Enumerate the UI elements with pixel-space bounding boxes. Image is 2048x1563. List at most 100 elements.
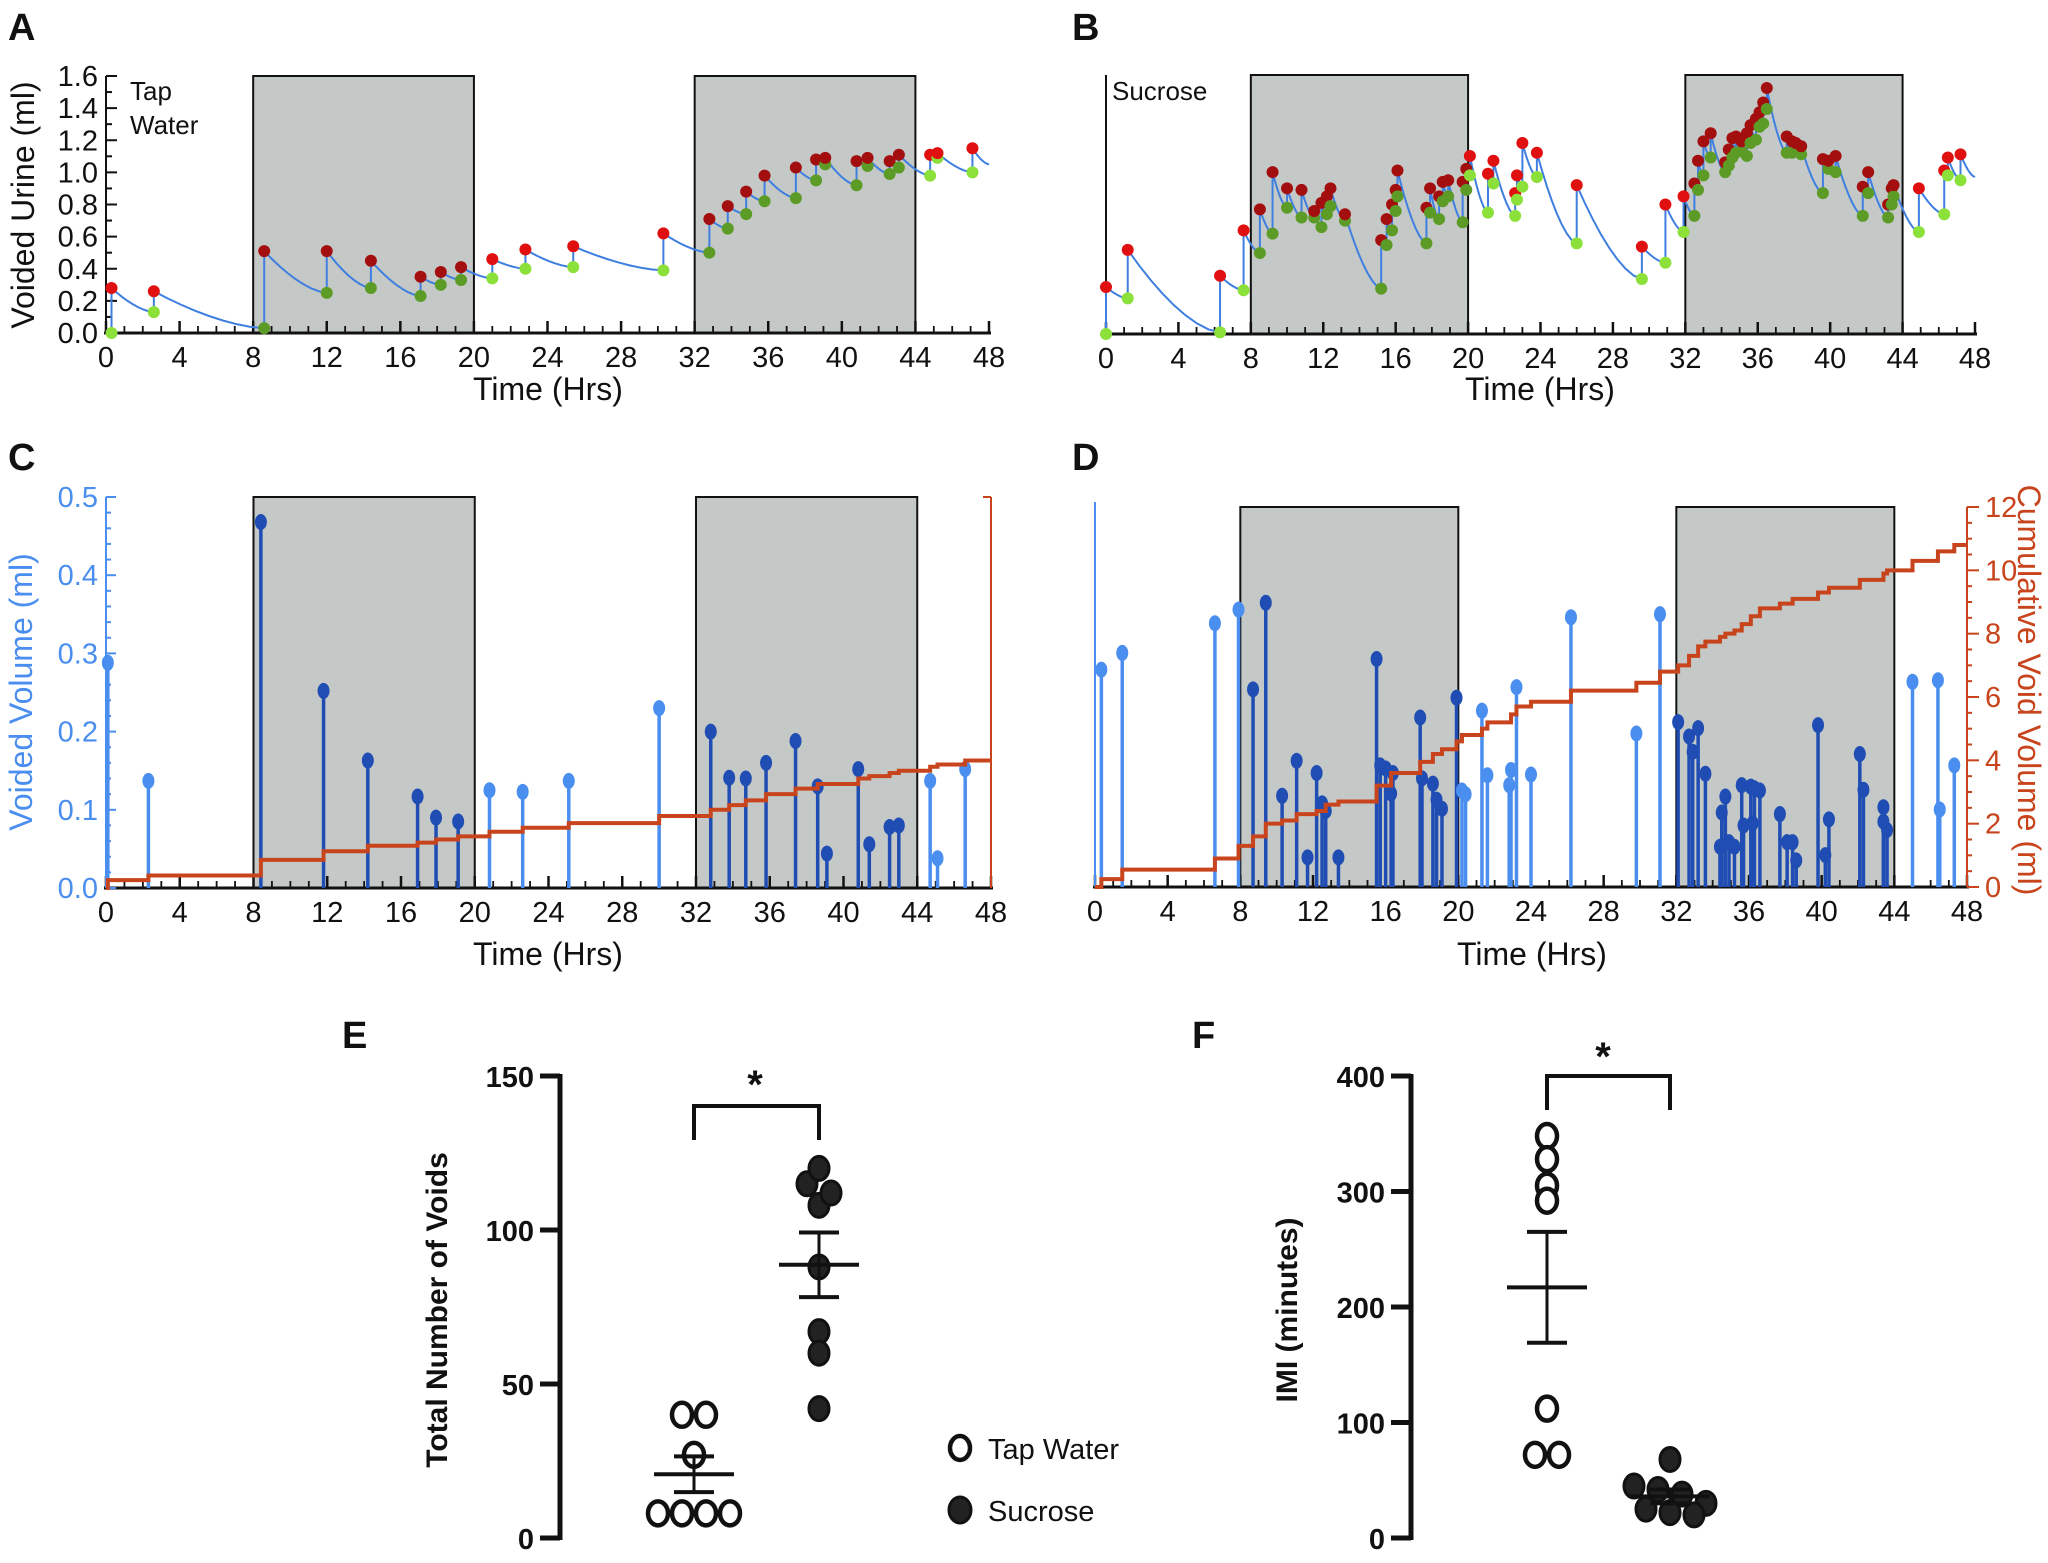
x-tick-label: 4 [1160, 896, 1176, 928]
post-void-point [1420, 237, 1433, 250]
pre-void-point [1795, 140, 1808, 153]
pre-void-point [1954, 148, 1967, 161]
post-void-point [1757, 117, 1770, 130]
pre-void-point [1380, 213, 1393, 226]
panel-e-significance: * [747, 1063, 763, 1107]
void-stem-head [739, 770, 752, 787]
void-stem-head [1906, 673, 1919, 690]
panel-c-dark-period-2 [695, 496, 919, 889]
post-void-point [1749, 133, 1762, 146]
void-stem-head [653, 700, 666, 717]
x-tick-label: 28 [606, 897, 638, 929]
pre-void-point [455, 261, 468, 274]
sucrose-point [819, 1179, 843, 1207]
void-stem-head [1653, 606, 1666, 623]
void-stem-head [1948, 757, 1961, 774]
post-void-point [1389, 204, 1402, 217]
void-stem-head [704, 723, 717, 740]
pre-void-point [740, 185, 753, 198]
post-void-point [703, 246, 716, 259]
void-stem-head [317, 682, 330, 699]
post-void-point [519, 262, 532, 275]
panel-label-d: D [1072, 437, 1099, 479]
x-tick-label: 44 [901, 897, 933, 929]
x-tick-label: 24 [1524, 343, 1556, 375]
void-stem-head [1737, 817, 1750, 834]
panel-d-y2-title: Cumulative Void Volume (ml) [2011, 485, 2047, 896]
void-stem-head [1095, 661, 1108, 678]
legend-label-sucrose: Sucrose [988, 1496, 1094, 1528]
x-tick-label: 4 [1170, 343, 1186, 375]
legend-marker-tap-water [947, 1433, 973, 1463]
x-tick-label: 8 [1232, 896, 1248, 928]
post-void-point [810, 174, 823, 187]
x-tick-label: 32 [680, 897, 712, 929]
pre-void-point [1677, 190, 1690, 203]
pre-void-point [1442, 174, 1455, 187]
x-tick-label: 16 [385, 897, 417, 929]
x-tick-label: 36 [752, 342, 784, 374]
post-void-point [1938, 208, 1951, 221]
tap-water-point [1534, 1394, 1560, 1423]
x-tick-label: 28 [605, 342, 637, 374]
post-void-point [1677, 226, 1690, 239]
void-stem-head [1435, 800, 1448, 817]
x-tick-label: 40 [827, 897, 859, 929]
y-tick-label: 0.4 [58, 254, 98, 286]
post-void-point [1740, 149, 1753, 162]
panel-f-y-title: IMI (minutes) [1271, 1218, 1304, 1403]
post-void-point [455, 273, 468, 286]
post-void-point [320, 286, 333, 299]
panel-a-annotation-line1: Tap [130, 76, 172, 106]
void-stem-head [1247, 681, 1260, 698]
post-void-point [1214, 326, 1227, 339]
void-stem-head [1475, 702, 1488, 719]
post-void-point [1635, 272, 1648, 285]
pre-void-point [850, 155, 863, 168]
panel-b-dark-period-2 [1684, 74, 1904, 335]
legend-marker-sucrose [947, 1495, 973, 1525]
pre-void-point [1659, 198, 1672, 211]
y-tick-label: 200 [1337, 1293, 1385, 1325]
post-void-point [1697, 169, 1710, 182]
void-stem-head [1276, 787, 1289, 804]
post-void-point [105, 327, 118, 339]
void-stem-head [516, 783, 529, 800]
panel-a-annotation-line2: Water [130, 110, 199, 140]
post-void-point [1510, 193, 1523, 206]
pre-void-point [1530, 146, 1543, 159]
panel-b-x-title: Time (Hrs) [1465, 371, 1615, 407]
post-void-point [1460, 183, 1473, 196]
post-void-point [1530, 170, 1543, 183]
chart-layer: 0 4 8 12 16 20 24 28 32 36 40 44 480.00.20.40.60.81.… [58, 61, 2018, 1556]
void-stem-head [1822, 811, 1835, 828]
post-void-point [789, 192, 802, 205]
pre-void-point [258, 245, 271, 258]
void-stem-head [1746, 815, 1759, 832]
void-stem-head [863, 836, 876, 853]
void-stem-head [924, 772, 937, 789]
void-stem-head [1735, 777, 1748, 794]
y-tick-label: 100 [486, 1216, 534, 1248]
pre-void-point [861, 151, 874, 164]
void-stem-head [1786, 834, 1799, 851]
x-tick-label: 48 [975, 897, 1007, 929]
x-tick-label: 44 [1886, 343, 1918, 375]
void-stem-head [1790, 852, 1803, 869]
pre-void-point [703, 212, 716, 225]
void-stem-head [1510, 679, 1523, 696]
pre-void-point [789, 161, 802, 174]
y-tick-label: 1.0 [58, 157, 98, 189]
panel-f-significance-bracket [1545, 1074, 1672, 1110]
post-void-point [1315, 221, 1328, 234]
y-tick-label: 0.2 [58, 286, 98, 318]
post-void-point [258, 322, 271, 335]
void-stem-head [1505, 761, 1518, 778]
pre-void-point [1487, 154, 1500, 167]
void-stem-head [1414, 709, 1427, 726]
x-tick-label: 8 [1243, 343, 1259, 375]
void-stem-head [562, 772, 575, 789]
tap-water-point [669, 1499, 695, 1528]
pre-void-point [966, 142, 979, 155]
